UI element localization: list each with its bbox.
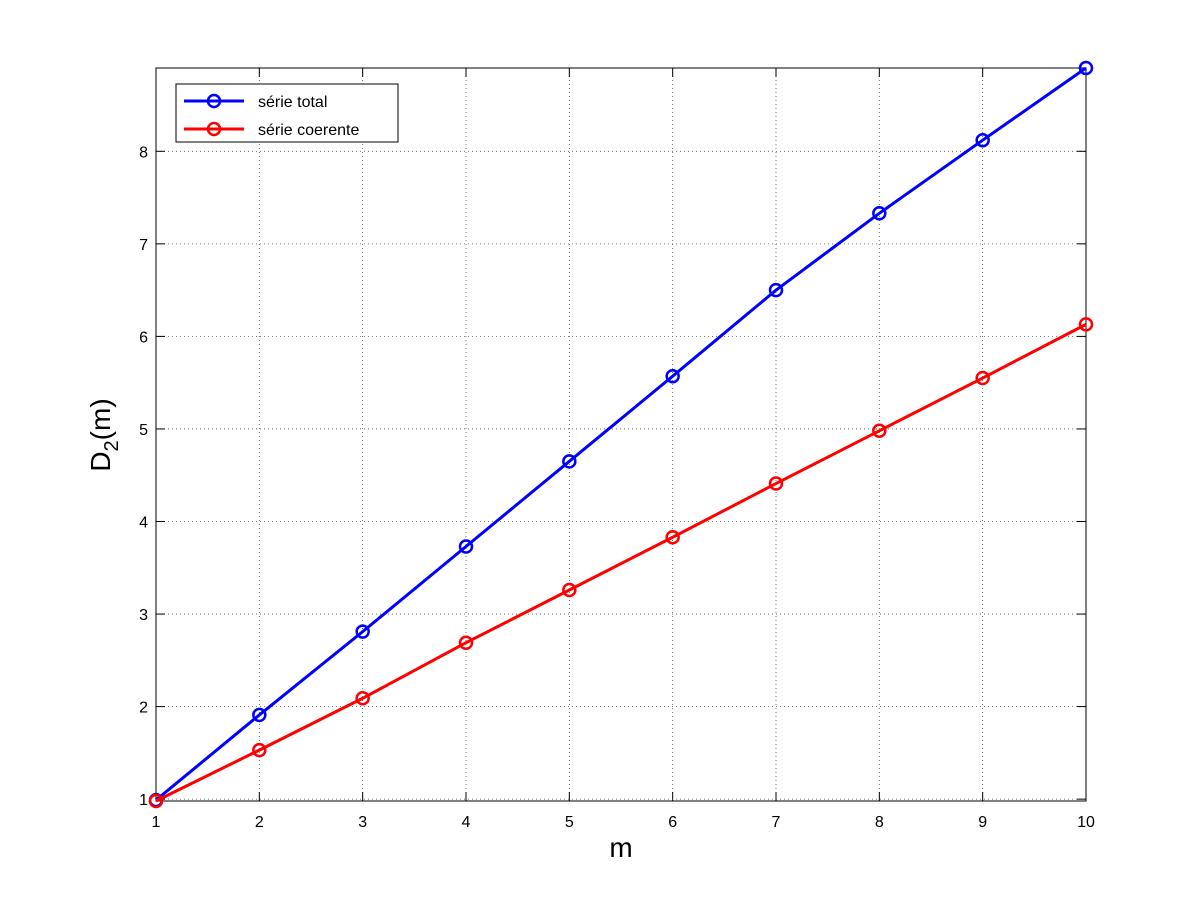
marker — [355, 691, 370, 706]
x-tick-label: 3 — [358, 814, 367, 831]
marker — [768, 476, 784, 491]
plot-area — [156, 68, 1086, 801]
legend-box — [175, 83, 399, 143]
y-label-rest: (m) — [85, 398, 116, 440]
marker — [975, 132, 990, 148]
marker — [458, 539, 474, 554]
x-tick-label: 7 — [772, 814, 781, 831]
x-tick-label: 9 — [978, 814, 987, 831]
marker — [458, 635, 474, 650]
y-axis-label: D2(m) — [85, 398, 123, 471]
marker — [355, 624, 370, 639]
legend-marker — [206, 121, 222, 137]
legend-marker — [206, 93, 222, 109]
y-tick-label: 8 — [139, 144, 148, 161]
legend-label: série total — [258, 94, 327, 111]
x-tick-label: 1 — [152, 814, 161, 831]
marker — [872, 423, 887, 439]
y-tick-label: 1 — [139, 792, 148, 809]
marker — [1078, 317, 1094, 332]
y-tick-label: 5 — [139, 422, 148, 439]
x-tick-label: 10 — [1077, 814, 1095, 831]
x-tick-label: 4 — [462, 814, 471, 831]
marker — [562, 582, 577, 598]
marker — [975, 370, 990, 386]
marker — [148, 793, 164, 809]
y-tick-label: 6 — [139, 329, 148, 346]
marker — [872, 206, 887, 221]
y-label-base: D — [85, 451, 116, 471]
series-line — [155, 323, 1087, 803]
y-tick-label: 4 — [139, 514, 148, 531]
marker — [252, 707, 267, 723]
x-tick-label: 6 — [668, 814, 677, 831]
marker — [665, 368, 680, 384]
marker — [665, 529, 680, 545]
marker — [562, 454, 577, 469]
marker — [252, 742, 267, 758]
x-tick-label: 8 — [875, 814, 884, 831]
y-label-sub: 2 — [101, 440, 123, 451]
x-tick-label: 2 — [255, 814, 264, 831]
plot-frame — [155, 67, 1087, 802]
y-tick-label: 3 — [139, 607, 148, 624]
x-tick-label: 5 — [565, 814, 574, 831]
marker — [768, 282, 784, 298]
marker — [1078, 60, 1094, 76]
y-tick-label: 2 — [139, 700, 148, 717]
series-line — [155, 66, 1087, 802]
y-tick-label: 7 — [139, 237, 148, 254]
legend-label: série coerente — [258, 122, 359, 139]
x-axis-label: m — [609, 832, 632, 863]
